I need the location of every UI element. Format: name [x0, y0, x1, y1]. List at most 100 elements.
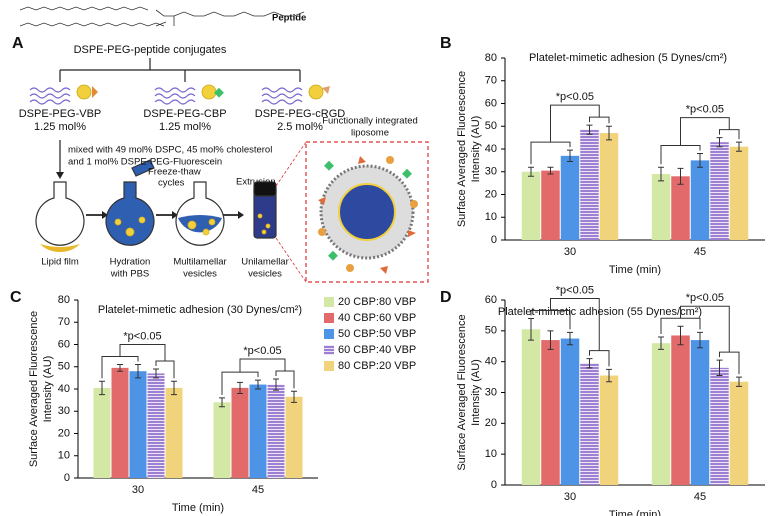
stage-label: vesicles — [248, 269, 282, 280]
annotation: *p<0.05 — [686, 104, 724, 116]
error-bar — [219, 397, 225, 408]
y-tick-label: 50 — [485, 120, 497, 132]
mixing-note: mixed with 49 mol% DSPC, 45 mol% cholest… — [68, 145, 272, 156]
annotation: *p<0.05 — [686, 292, 724, 304]
legend-swatch — [324, 361, 334, 371]
y-tick-label: 40 — [485, 356, 497, 368]
legend-swatch — [324, 345, 334, 355]
error-bar — [153, 368, 159, 379]
bar — [651, 174, 671, 240]
error-bar — [99, 380, 105, 396]
legend-label: 50 CBP:50 VBP — [338, 328, 416, 340]
y-tick-label: 40 — [485, 143, 497, 155]
chart-title: Platelet-mimetic adhesion (30 Dynes/cm²) — [98, 304, 302, 316]
liposome-core — [338, 183, 396, 241]
bar — [599, 375, 619, 485]
bar — [541, 340, 560, 485]
error-bar — [658, 166, 664, 182]
significance-bracket — [530, 104, 610, 165]
conjugate-amount: 1.25 mol% — [159, 121, 211, 133]
conjugate-amount: 1.25 mol% — [34, 121, 86, 133]
bar — [285, 396, 303, 478]
annotation: *p<0.05 — [123, 330, 161, 342]
y-tick-label: 80 — [485, 52, 497, 64]
bar — [671, 335, 690, 485]
chart-title: Platelet-mimetic adhesion (55 Dynes/cm²) — [498, 306, 702, 318]
diagram-title: DSPE-PEG-peptide conjugates — [74, 44, 227, 56]
error-bar — [255, 379, 261, 390]
y-tick-label: 50 — [58, 361, 70, 373]
structure-label: Peptide — [272, 13, 306, 24]
y-axis-label: Intensity (AU) — [470, 359, 482, 426]
y-tick-label: 80 — [58, 294, 70, 306]
step-label: Freeze-thaw — [148, 167, 201, 178]
bar — [671, 176, 690, 240]
y-tick-label: 10 — [58, 450, 70, 462]
error-bar — [658, 336, 664, 350]
x-tick-label: 30 — [564, 246, 576, 258]
legend-label: 60 CBP:40 VBP — [338, 344, 416, 356]
y-tick-label: 30 — [485, 386, 497, 398]
y-axis-label: Surface Averaged Fluorescence — [456, 71, 468, 227]
error-bar — [677, 167, 684, 185]
error-bar — [567, 149, 573, 163]
stage-label: with PBS — [110, 269, 150, 280]
x-tick-label: 45 — [694, 246, 706, 258]
error-bar — [273, 378, 279, 391]
bar — [729, 381, 749, 485]
stage-label: Unilamellar — [241, 257, 289, 268]
significance-bracket — [530, 298, 610, 367]
panel-label: A — [12, 35, 24, 52]
step-label: cycles — [158, 178, 185, 189]
bar — [710, 142, 729, 240]
bar — [111, 367, 129, 478]
panel-label: B — [440, 35, 452, 52]
bar — [213, 402, 231, 478]
liposome-ligands — [318, 156, 418, 274]
bar — [560, 338, 580, 485]
y-tick-label: 0 — [491, 234, 497, 246]
error-bar — [547, 330, 554, 350]
x-axis-label: Time (min) — [609, 264, 661, 276]
y-tick-label: 20 — [485, 188, 497, 200]
liposome-label: liposome — [351, 128, 389, 139]
conjugate-amount: 2.5 mol% — [277, 121, 323, 133]
error-bar — [117, 364, 123, 372]
annotation: *p<0.05 — [243, 345, 281, 357]
error-bar — [586, 358, 593, 369]
error-bar — [677, 325, 684, 346]
stage-label: Lipid film — [41, 257, 79, 268]
bar — [267, 384, 285, 478]
x-tick-label: 30 — [564, 491, 576, 503]
legend-label: 20 CBP:80 VBP — [338, 296, 416, 308]
conjugate-name: DSPE-PEG-VBP — [19, 108, 102, 120]
y-tick-label: 60 — [485, 294, 497, 306]
y-tick-label: 30 — [485, 166, 497, 178]
error-bar — [135, 364, 141, 379]
bar — [541, 170, 560, 240]
error-bar — [606, 368, 612, 383]
error-bar — [237, 381, 243, 394]
bar — [231, 387, 249, 478]
annotation: *p<0.05 — [556, 91, 594, 103]
liposome-label: Functionally integrated — [322, 116, 418, 127]
bar — [129, 371, 147, 478]
bar — [165, 387, 183, 478]
error-bar — [528, 166, 534, 177]
y-tick-label: 40 — [58, 383, 70, 395]
x-axis-label: Time (min) — [609, 509, 661, 516]
tree-lines — [59, 58, 301, 175]
y-axis-label: Surface Averaged Fluorescence — [28, 311, 40, 467]
legend-swatch — [324, 329, 334, 339]
error-bar — [736, 376, 742, 387]
y-axis-label: Intensity (AU) — [470, 116, 482, 183]
x-tick-label: 45 — [694, 491, 706, 503]
conjugate-name: DSPE-PEG-cRGD — [255, 108, 346, 120]
bar — [599, 133, 619, 240]
y-tick-label: 20 — [485, 417, 497, 429]
step-label: Extrusion — [236, 177, 276, 188]
x-tick-label: 30 — [132, 484, 144, 496]
legend-swatch — [324, 313, 334, 323]
